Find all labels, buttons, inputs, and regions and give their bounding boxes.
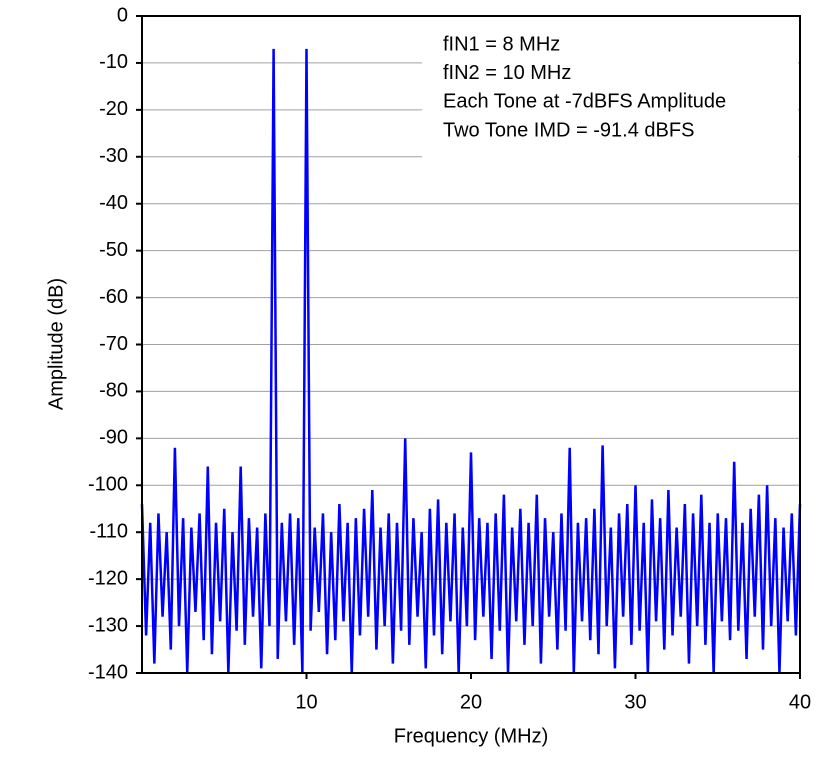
y-tick-label: -90 bbox=[99, 427, 128, 449]
x-tick-label: 20 bbox=[460, 691, 482, 713]
y-tick-label: -60 bbox=[99, 286, 128, 308]
y-tick-label: -130 bbox=[88, 614, 128, 636]
x-tick-label: 40 bbox=[789, 691, 811, 713]
y-tick-label: -20 bbox=[99, 98, 128, 120]
y-tick-label: -110 bbox=[89, 520, 128, 542]
y-tick-label: -40 bbox=[99, 192, 128, 214]
y-tick-label: -30 bbox=[99, 145, 128, 167]
y-tick-label: -140 bbox=[88, 661, 128, 683]
annotation: fIN1 = 8 MHz bbox=[443, 33, 560, 55]
y-axis-label: Amplitude (dB) bbox=[45, 278, 67, 410]
x-tick-label: 30 bbox=[624, 691, 646, 713]
y-tick-label: -80 bbox=[99, 380, 128, 402]
annotation-box bbox=[422, 20, 798, 160]
y-tick-label: 0 bbox=[117, 4, 128, 26]
annotation: Each Tone at -7dBFS Amplitude bbox=[443, 91, 726, 113]
spectrum-line bbox=[140, 48, 802, 674]
y-tick-label: -120 bbox=[88, 567, 128, 589]
y-tick-label: -10 bbox=[99, 51, 128, 73]
annotation: fIN2 = 10 MHz bbox=[443, 62, 571, 84]
labels: 0 -10 -20 -30 -40 -50 -60 -70 -80 -90 -100 -110 -120… bbox=[88, 4, 811, 713]
annotation: Two Tone IMD = -91.4 dBFS bbox=[443, 119, 694, 141]
x-axis-label: Frequency (MHz) bbox=[394, 725, 548, 747]
x-tick-label: 10 bbox=[295, 691, 317, 713]
plot bbox=[140, 48, 802, 674]
y-tick-label: -100 bbox=[88, 474, 128, 496]
y-tick-label: -70 bbox=[99, 333, 128, 355]
y-tick-label: -50 bbox=[99, 239, 128, 261]
